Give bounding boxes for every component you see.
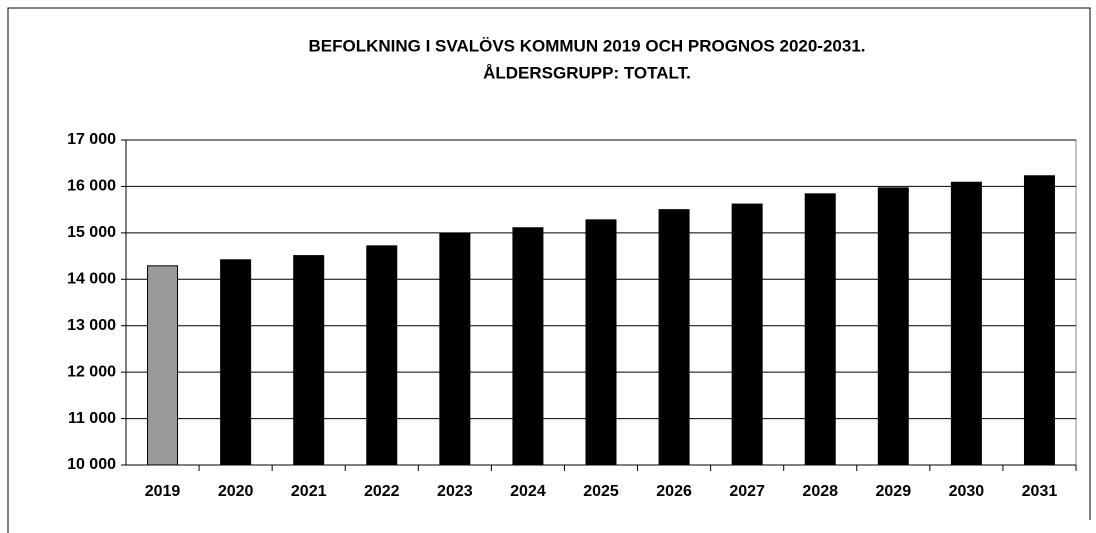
bar [585, 219, 617, 466]
bar [293, 255, 325, 466]
y-tick-label: 12 000 [67, 363, 116, 380]
x-tick-label: 2019 [145, 483, 181, 500]
y-tick-label: 14 000 [67, 271, 116, 288]
chart-title: ÅLDERSGRUPP: TOTALT. [483, 63, 691, 82]
chart-title: BEFOLKNING I SVALÖVS KOMMUN 2019 OCH PRO… [308, 36, 865, 55]
x-tick-label: 2023 [437, 483, 473, 500]
x-tick-label: 2028 [802, 483, 838, 500]
x-tick-label: 2024 [510, 483, 546, 500]
bar [731, 203, 763, 466]
x-tick-label: 2021 [291, 483, 327, 500]
bar [950, 181, 982, 466]
bar [512, 227, 544, 466]
bar [804, 193, 836, 466]
y-tick-label: 11 000 [68, 410, 116, 427]
x-tick-label: 2022 [364, 483, 400, 500]
y-tick-label: 16 000 [67, 178, 116, 195]
bar [1023, 175, 1055, 466]
x-tick-label: 2029 [876, 483, 912, 500]
x-tick-label: 2030 [949, 483, 985, 500]
x-tick-label: 2027 [729, 483, 765, 500]
x-tick-label: 2031 [1022, 483, 1058, 500]
x-tick-label: 2020 [218, 483, 254, 500]
bar [366, 245, 398, 466]
x-tick-label: 2026 [656, 483, 692, 500]
bar [439, 232, 471, 466]
y-tick-label: 13 000 [67, 317, 116, 334]
chart-frame [7, 7, 1091, 533]
y-tick-label: 15 000 [67, 224, 116, 241]
x-tick-label: 2025 [583, 483, 619, 500]
bar [220, 259, 252, 466]
bar [877, 187, 909, 466]
y-tick-label: 10 000 [67, 456, 116, 473]
y-tick-label: 17 000 [67, 131, 116, 148]
bar [147, 265, 179, 466]
bar [658, 209, 690, 466]
